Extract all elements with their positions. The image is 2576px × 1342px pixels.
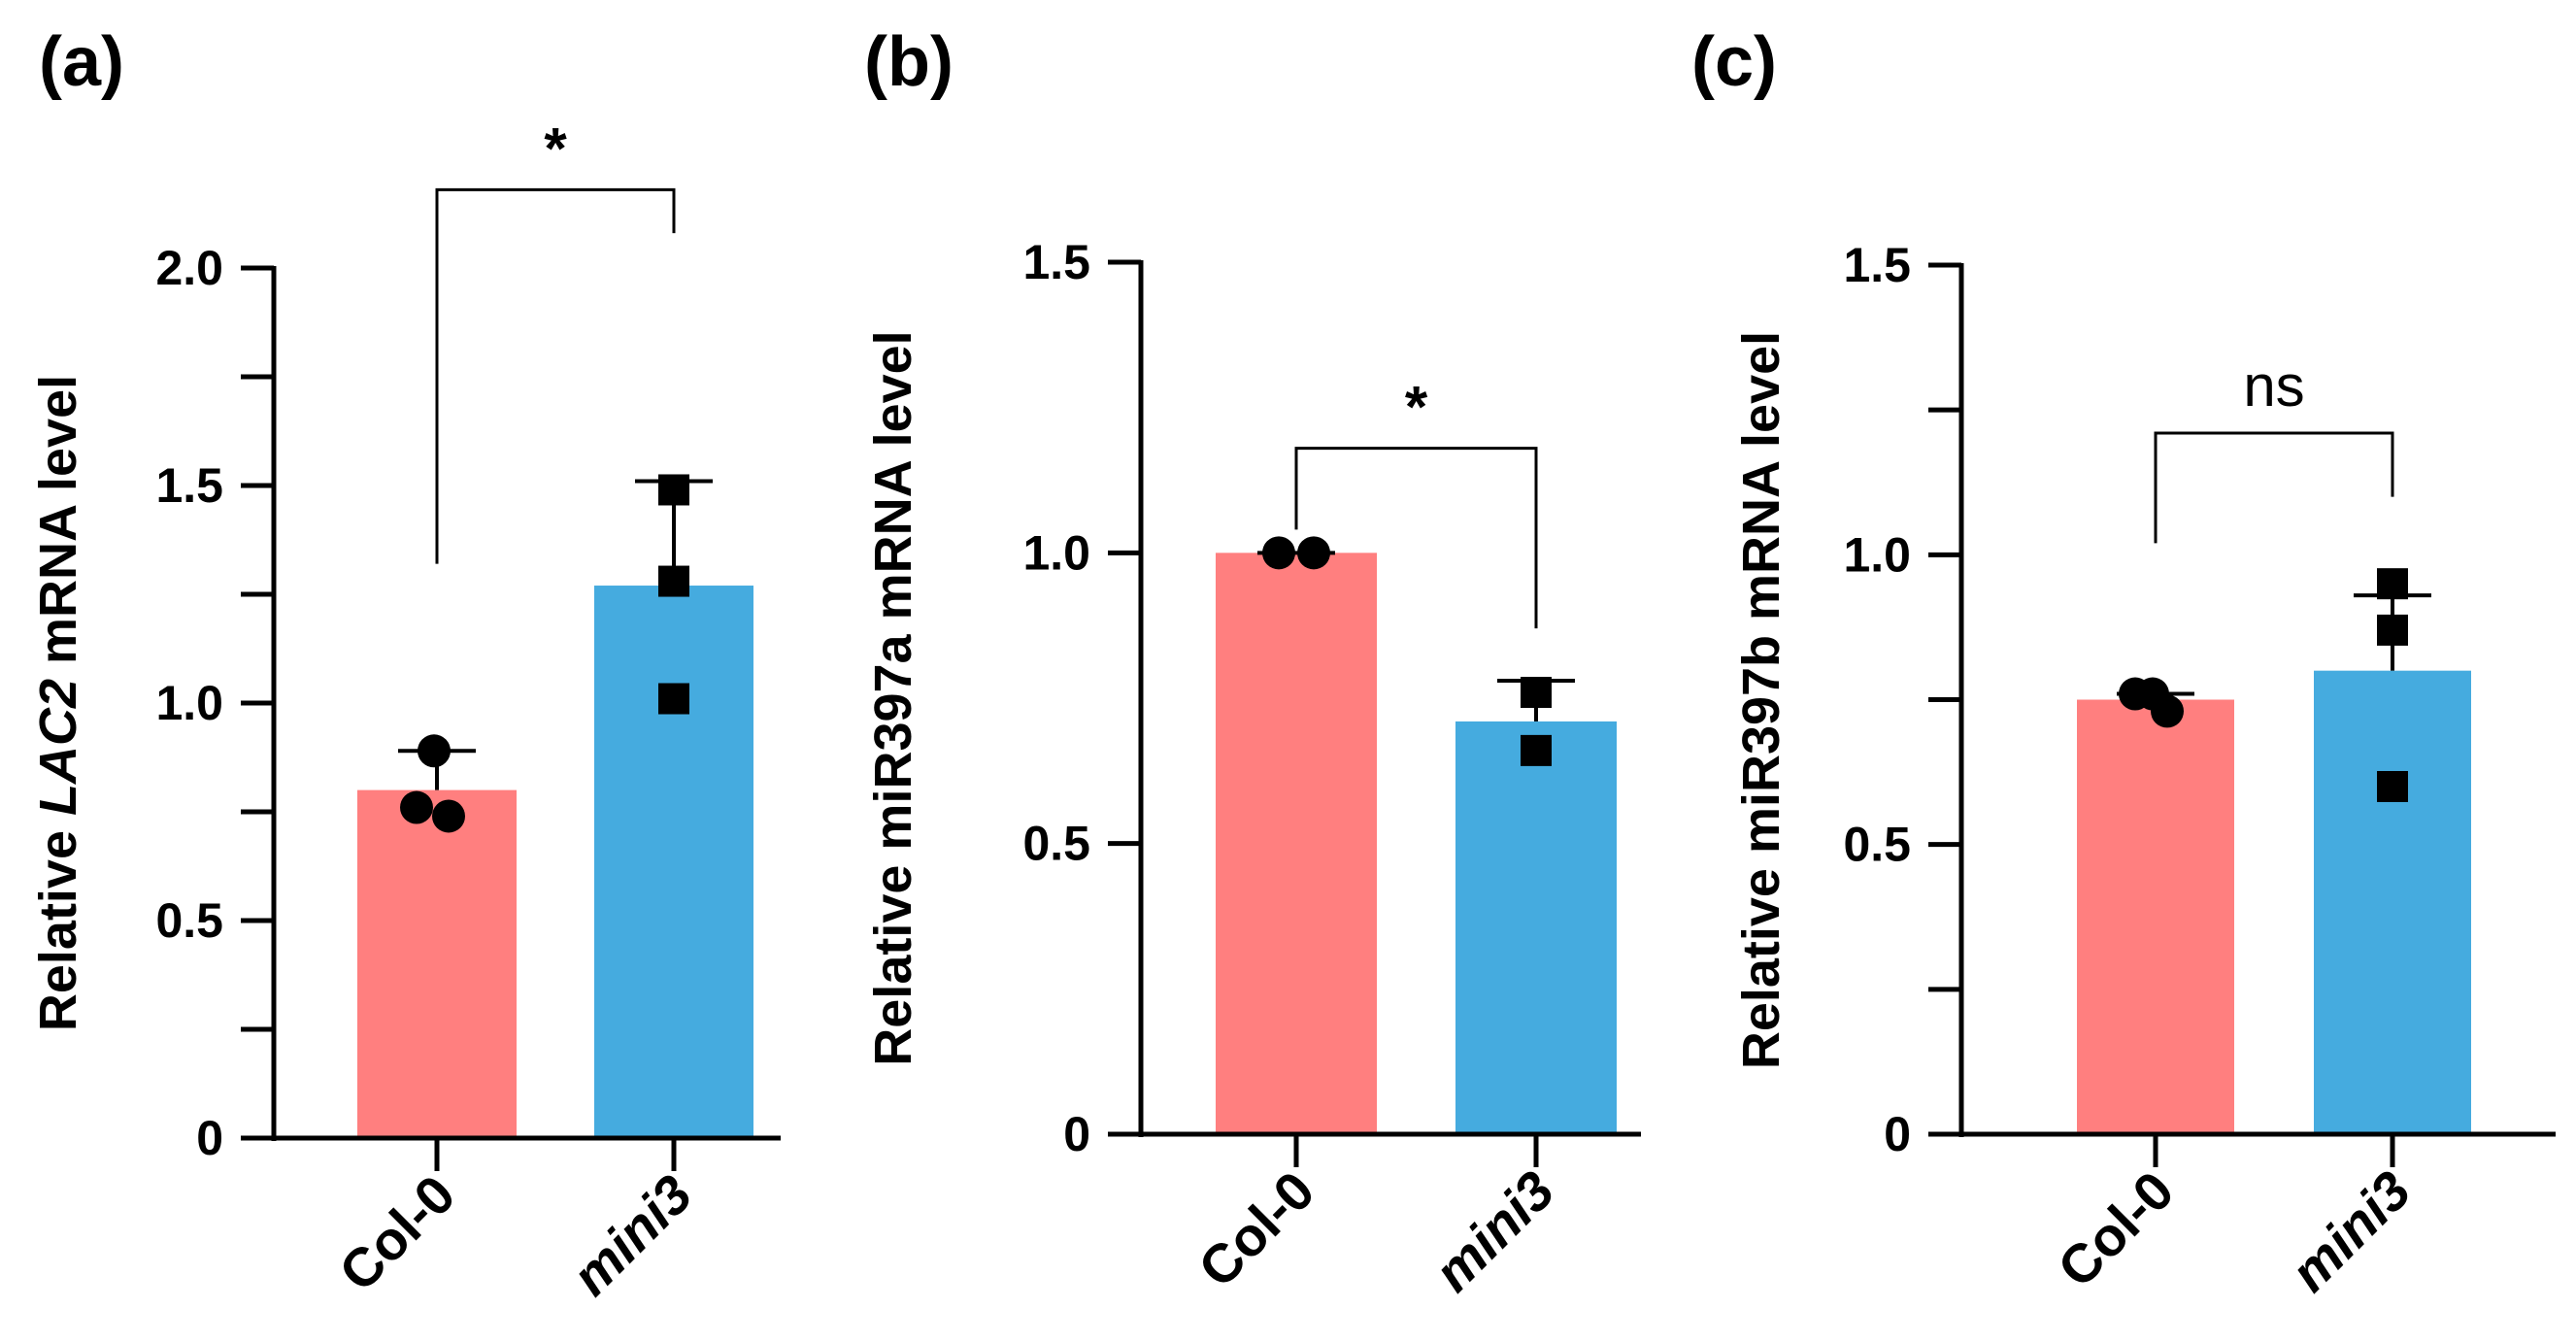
panel-label: (c) <box>1691 23 1777 101</box>
significance-bracket <box>2154 431 2394 544</box>
y-tick-label: 2.0 <box>155 241 223 295</box>
data-point-square <box>2377 614 2408 646</box>
y-tick-label: 1.5 <box>1843 238 1911 292</box>
bar-mini3 <box>2314 670 2471 1134</box>
x-category-label: Col-0 <box>327 1163 467 1303</box>
panel-b: (b) 0 0.5 1.0 1.5 Col-0 mini3 Relative miR397a … <box>864 23 1641 1303</box>
bar-col-0 <box>1216 553 1377 1134</box>
significance-label: * <box>544 116 567 181</box>
panel-label: (a) <box>39 23 124 101</box>
data-point-square <box>658 565 689 597</box>
y-tick-label: 1.5 <box>155 458 223 513</box>
y-tick-label: 1.0 <box>1843 527 1911 582</box>
bar-col-0 <box>357 789 517 1138</box>
data-point-square <box>1521 734 1552 766</box>
y-tick-label: 0 <box>1884 1107 1911 1161</box>
y-axis-label: Relative miR397b mRNA level <box>1732 331 1790 1069</box>
y-tick-label: 1.0 <box>1022 525 1090 580</box>
data-point-circle <box>2119 677 2152 711</box>
x-category-label: mini3 <box>2279 1159 2423 1303</box>
y-axis-label: Relative miR397a mRNA level <box>864 330 922 1065</box>
data-point-square <box>658 474 689 506</box>
panel-a: (a) 0 0.5 1.0 1.5 2.0 Col-0 mini3 Relative LAC2 … <box>29 23 781 1307</box>
bar-mini3 <box>1455 721 1617 1134</box>
bar-mini3 <box>594 586 753 1138</box>
panel-c: (c) 0 0.5 1.0 1.5 Col-0 mini3 Relative miR397b … <box>1691 23 2556 1303</box>
panel-label: (b) <box>864 23 953 101</box>
x-category-label: Col-0 <box>2046 1159 2186 1299</box>
data-point-square <box>658 683 689 715</box>
y-tick-label: 0 <box>1063 1107 1090 1161</box>
significance-bracket <box>435 187 676 564</box>
data-point-square <box>2377 568 2408 600</box>
y-tick-label: 0 <box>196 1111 223 1165</box>
data-point-circle <box>1297 536 1330 570</box>
data-point-circle <box>400 790 433 824</box>
data-point-circle <box>418 734 451 768</box>
y-axis-label: Relative LAC2 mRNA level <box>29 375 87 1031</box>
y-tick-label: 0.5 <box>1843 818 1911 872</box>
data-point-circle <box>1262 536 1295 570</box>
y-tick-label: 0.5 <box>1022 817 1090 871</box>
y-tick-label: 1.5 <box>1022 235 1090 289</box>
bar-col-0 <box>2077 699 2234 1134</box>
data-point-circle <box>2151 694 2184 728</box>
data-point-square <box>1521 677 1552 709</box>
significance-label: ns <box>2243 353 2304 419</box>
significance-label: * <box>1405 375 1428 440</box>
data-point-circle <box>432 799 465 833</box>
x-category-label: mini3 <box>560 1163 704 1307</box>
x-category-label: mini3 <box>1422 1159 1566 1303</box>
data-point-square <box>2377 771 2408 802</box>
significance-bracket <box>1294 447 1538 629</box>
x-category-label: Col-0 <box>1187 1159 1326 1299</box>
y-tick-label: 1.0 <box>155 676 223 730</box>
y-tick-label: 0.5 <box>155 893 223 948</box>
